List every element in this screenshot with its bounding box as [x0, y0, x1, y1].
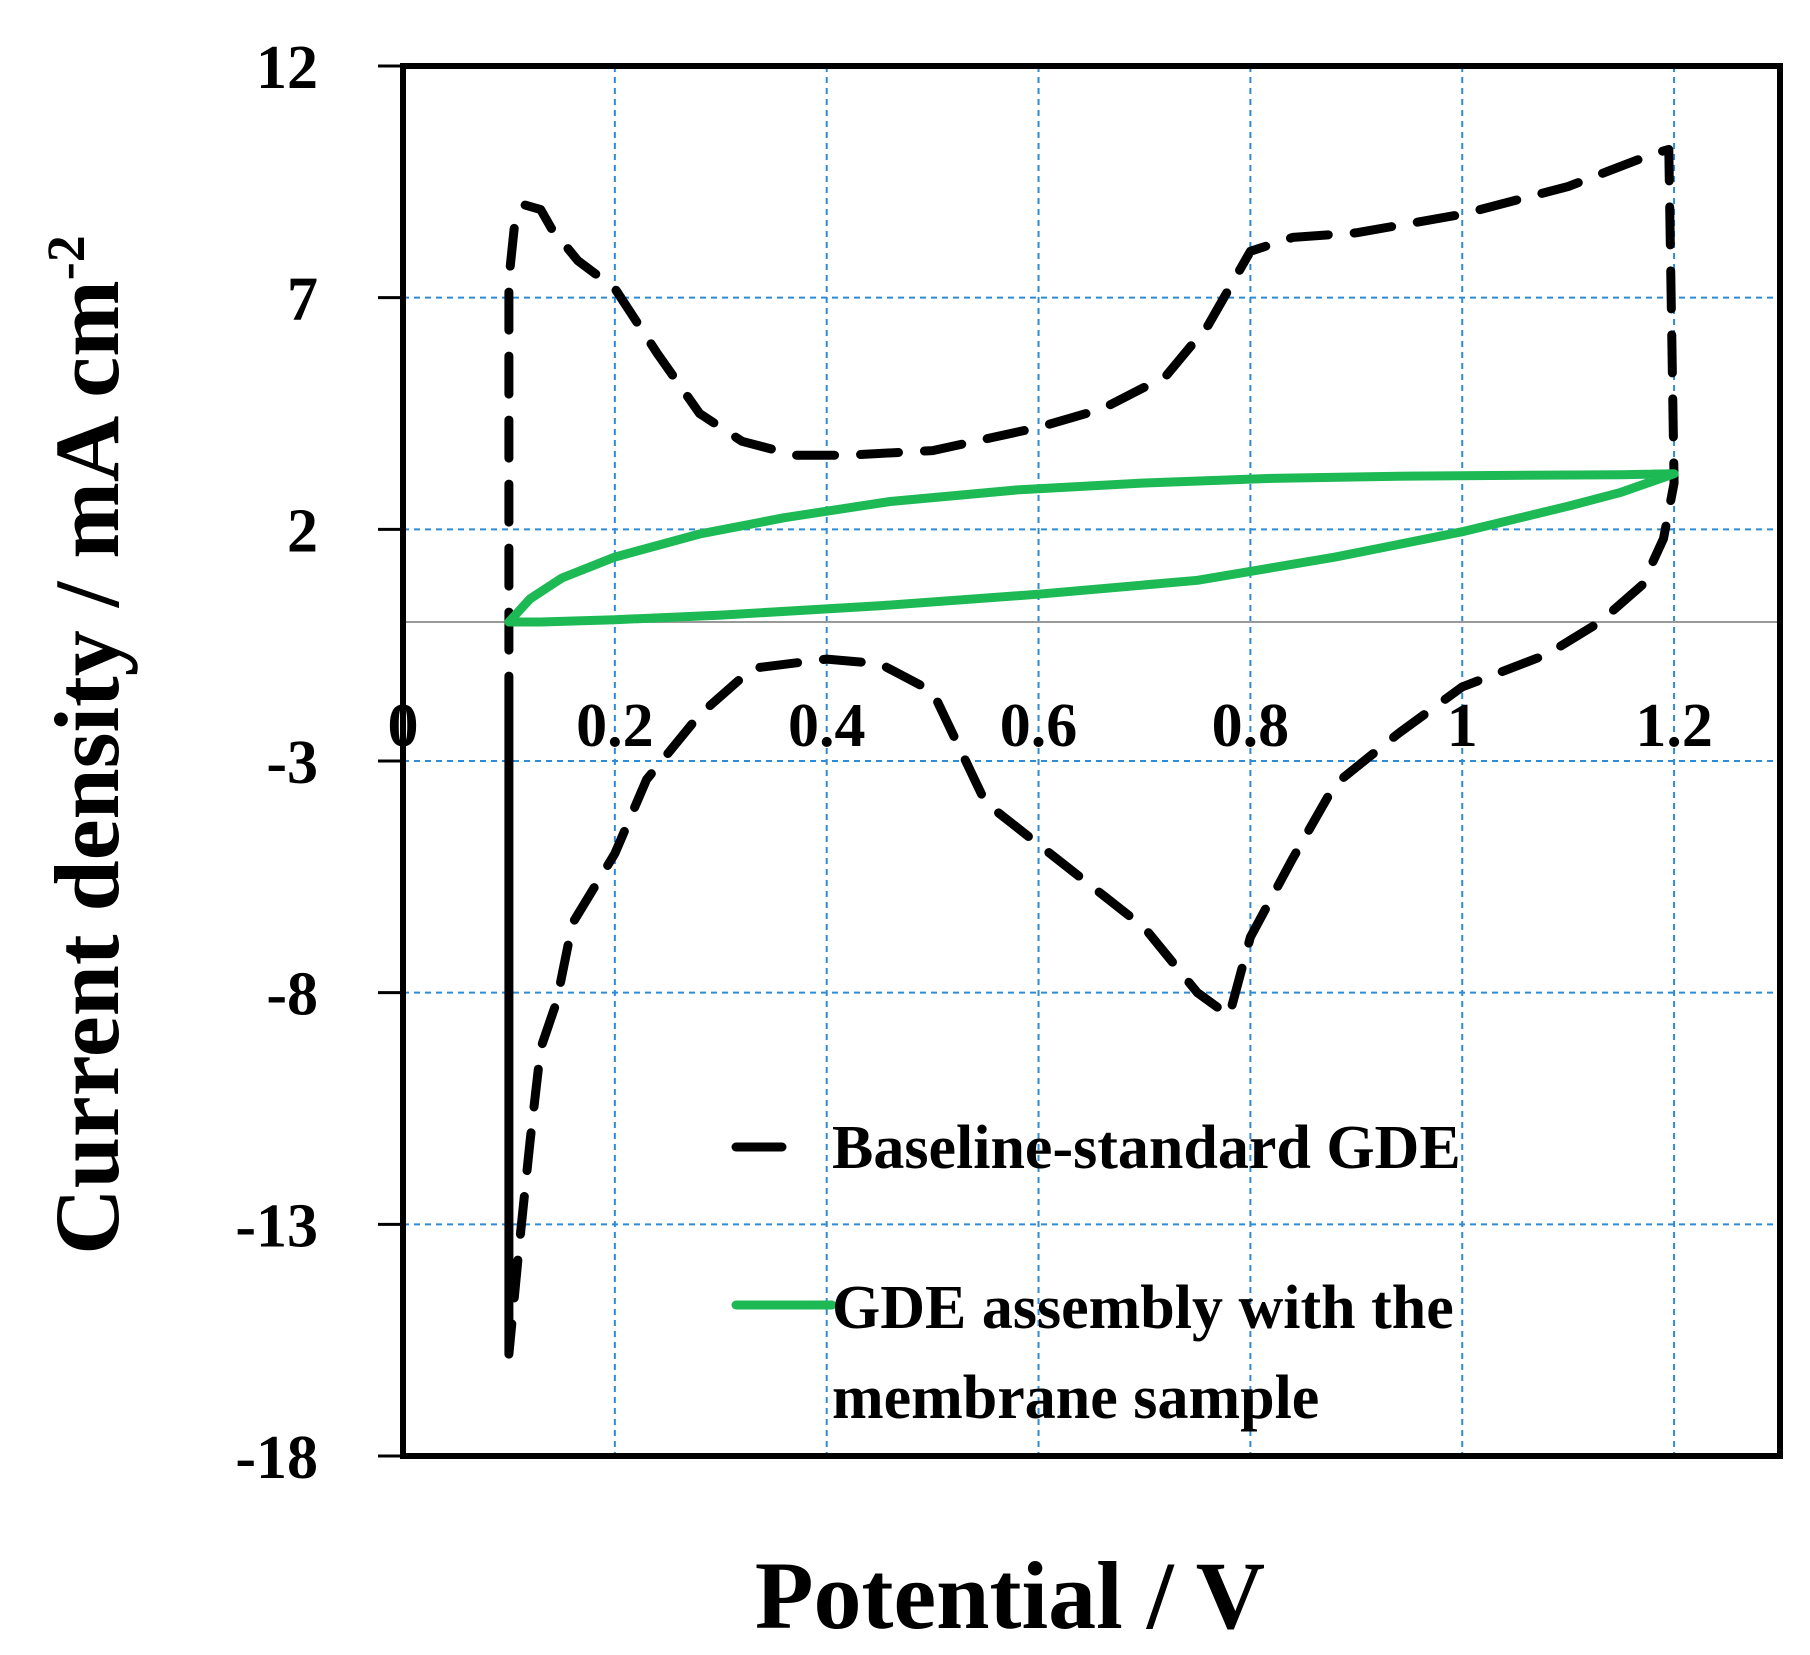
legend-label-membrane-line1: GDE assembly with the	[832, 1274, 1454, 1342]
legend-label-membrane-line2: membrane sample	[832, 1364, 1319, 1432]
series-line-membrane	[504, 469, 1679, 627]
y-tick-label: -3	[266, 729, 318, 797]
x-tick-label: 1.2	[1635, 692, 1713, 760]
x-axis-title: Potential / V	[755, 1542, 1265, 1649]
y-tick-label: -8	[266, 961, 318, 1029]
x-axis-tick-labels: 0 0.2 0.4 0.6 0.8 1 1.2	[388, 692, 1713, 760]
y-axis-title: Current density / mA cm-2	[36, 235, 138, 1254]
x-tick-label: 0.8	[1212, 692, 1290, 760]
x-tick-label: 0.4	[788, 692, 866, 760]
x-tick-label: 0	[388, 692, 419, 760]
y-tick-label: 7	[287, 266, 318, 334]
legend-label-membrane: GDE assembly with the membrane sample	[832, 1274, 1469, 1432]
y-tick-label: 2	[287, 497, 318, 565]
legend: Baseline-standard GDE GDE assembly with …	[731, 1114, 1469, 1432]
y-axis-title-superscript: -2	[36, 235, 96, 280]
y-axis-tick-marks	[378, 64, 403, 1458]
y-tick-label: -18	[235, 1424, 318, 1492]
x-tick-label: 0.2	[576, 692, 654, 760]
y-tick-label: -13	[235, 1192, 318, 1260]
legend-label-baseline: Baseline-standard GDE	[832, 1114, 1461, 1182]
series-line-baseline	[504, 144, 1679, 1359]
y-axis-tick-labels: 12 7 2 -3 -8 -13 -18	[235, 34, 318, 1492]
series-layer	[504, 144, 1679, 1359]
x-tick-label: 1	[1447, 692, 1478, 760]
grid-lines	[403, 66, 1780, 1456]
y-axis-title-main: Current density / mA cm	[36, 280, 138, 1254]
x-tick-label: 0.6	[1000, 692, 1078, 760]
y-tick-label: 12	[256, 34, 318, 102]
